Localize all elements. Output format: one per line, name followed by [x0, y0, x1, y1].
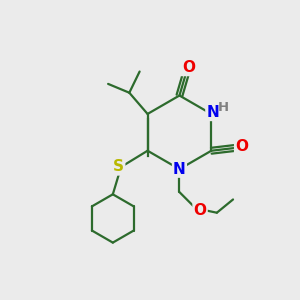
Text: N: N [206, 105, 219, 120]
Text: O: O [194, 203, 207, 218]
Text: H: H [218, 101, 229, 114]
Text: N: N [173, 162, 186, 177]
Text: O: O [182, 60, 195, 75]
Text: S: S [113, 159, 124, 174]
Text: O: O [235, 139, 248, 154]
